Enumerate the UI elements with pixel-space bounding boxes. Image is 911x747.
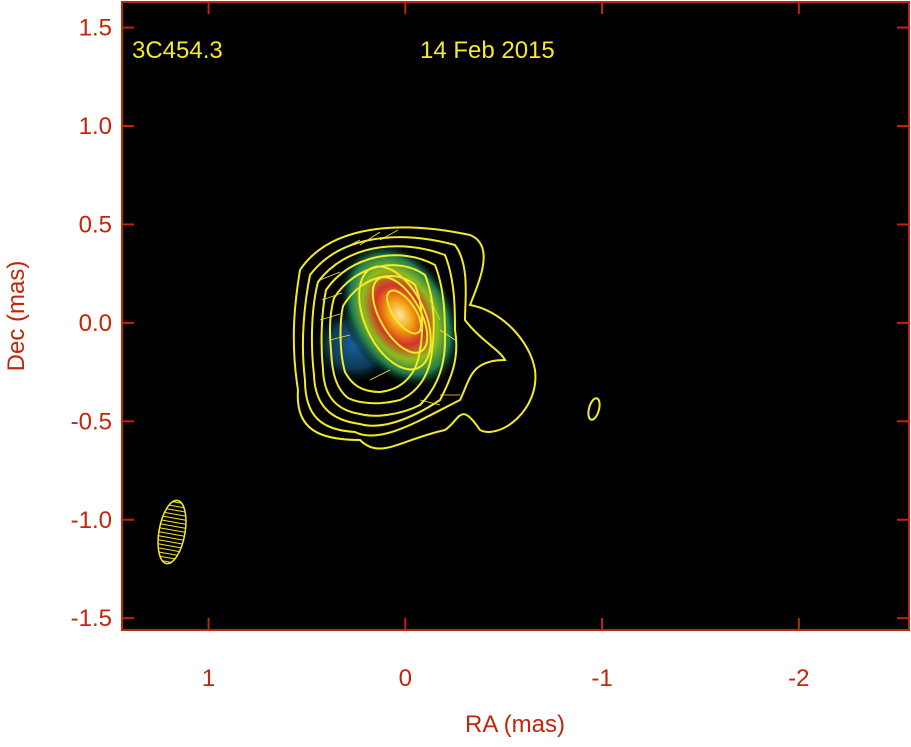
source-label: 3C454.3 — [132, 37, 223, 64]
contours — [292, 226, 601, 450]
y-tick-label: 1.0 — [79, 113, 112, 140]
y-tick-label: 1.5 — [79, 15, 112, 42]
plot-area — [121, 1, 910, 631]
x-axis-label: RA (mas) — [465, 711, 565, 738]
image — [157, 226, 601, 565]
x-tick-label: -1 — [591, 665, 612, 692]
y-axis-label: Dec (mas) — [3, 261, 30, 372]
date-label: 14 Feb 2015 — [420, 37, 555, 64]
polarization-vectors — [319, 229, 460, 406]
y-tick-label: 0.5 — [79, 211, 112, 238]
y-tick-label: 0.0 — [79, 310, 112, 337]
x-tick-label: -2 — [788, 665, 809, 692]
y-tick-label: -0.5 — [71, 408, 112, 435]
x-tick-label: 0 — [399, 665, 412, 692]
beam — [157, 499, 187, 565]
y-tick-label: -1.5 — [71, 605, 112, 632]
y-tick-label: -1.0 — [71, 507, 112, 534]
x-tick-label: 1 — [202, 665, 215, 692]
